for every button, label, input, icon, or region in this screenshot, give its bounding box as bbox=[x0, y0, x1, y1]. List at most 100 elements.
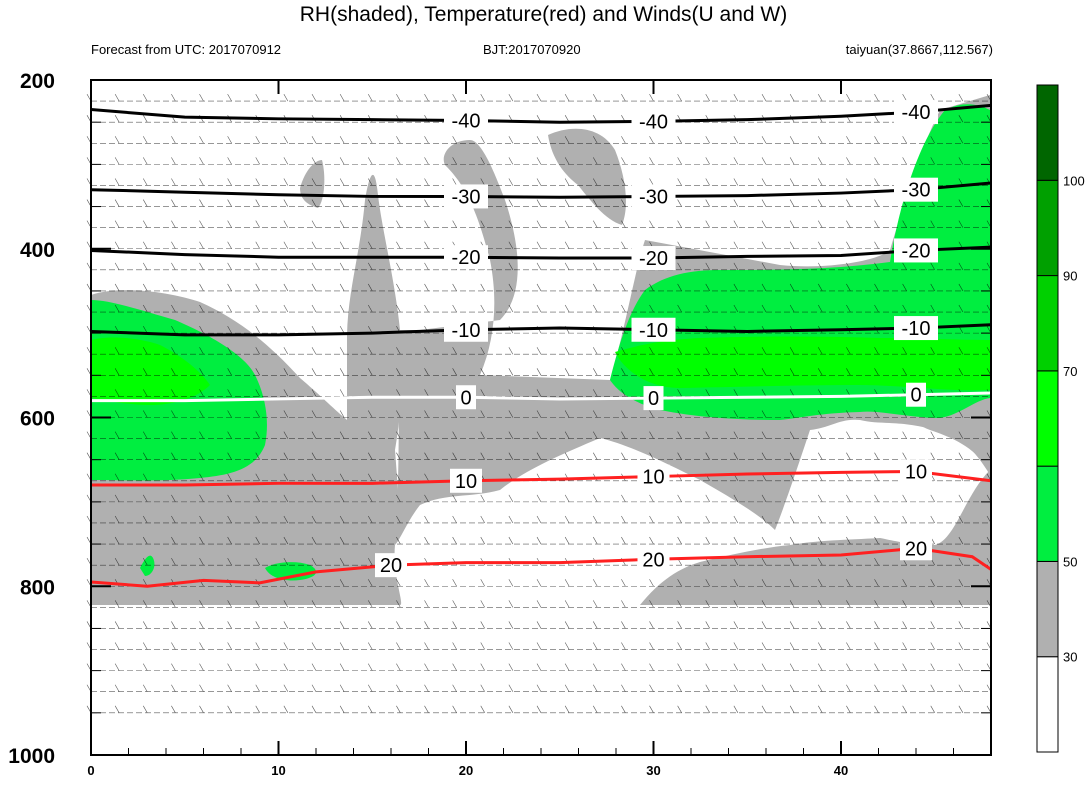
wind-barb bbox=[930, 494, 936, 503]
wind-barb bbox=[199, 452, 204, 460]
contour-label-background bbox=[894, 238, 938, 263]
colorbar-label: 70 bbox=[1063, 364, 1077, 379]
wind-barb bbox=[283, 494, 289, 503]
wind-barb bbox=[789, 220, 795, 228]
wind-barb bbox=[424, 621, 429, 629]
wind-barb bbox=[311, 368, 317, 376]
y-tick-label: 200 bbox=[20, 70, 55, 93]
wind-barb bbox=[536, 368, 542, 376]
wind-barb bbox=[367, 684, 373, 692]
wind-barb bbox=[508, 452, 514, 460]
wind-barb bbox=[592, 515, 598, 524]
wind-barb bbox=[171, 199, 176, 207]
wind-barb bbox=[789, 452, 795, 460]
wind-barb bbox=[902, 621, 907, 629]
wind-barb bbox=[227, 389, 232, 397]
wind-barb bbox=[255, 304, 261, 313]
wind-barb bbox=[283, 621, 289, 629]
wind-barb bbox=[171, 178, 176, 186]
wind-barb bbox=[874, 283, 879, 292]
wind-barb bbox=[789, 642, 795, 650]
wind-barb bbox=[311, 410, 317, 418]
wind-barb bbox=[705, 199, 711, 207]
wind-barb bbox=[396, 347, 401, 355]
wind-barb bbox=[311, 283, 317, 292]
wind-barb bbox=[367, 663, 373, 671]
wind-barb bbox=[874, 536, 879, 545]
wind-barb bbox=[930, 347, 936, 355]
wind-barb bbox=[677, 621, 682, 629]
wind-barb bbox=[171, 136, 176, 144]
wind-barb bbox=[424, 663, 429, 671]
wind-barb bbox=[255, 283, 261, 292]
wind-barb bbox=[902, 705, 907, 713]
wind-barb bbox=[339, 431, 345, 439]
wind-barb bbox=[396, 368, 401, 376]
wind-barb bbox=[142, 283, 148, 292]
wind-barb bbox=[621, 241, 626, 249]
wind-barb bbox=[621, 93, 626, 102]
wind-barb bbox=[564, 178, 570, 186]
wind-barb bbox=[592, 368, 598, 376]
wind-barb bbox=[142, 115, 148, 123]
wind-barb bbox=[142, 600, 148, 608]
wind-barb bbox=[649, 705, 654, 713]
wind-barb bbox=[114, 115, 120, 123]
wind-barb bbox=[592, 600, 598, 608]
wind-barb bbox=[311, 136, 317, 144]
wind-barb bbox=[199, 621, 204, 629]
wind-barb bbox=[789, 262, 795, 270]
wind-barb bbox=[311, 262, 317, 270]
wind-barb bbox=[339, 178, 345, 186]
wind-barb bbox=[874, 663, 879, 671]
wind-barb bbox=[199, 642, 204, 650]
wind-barb bbox=[255, 410, 261, 418]
wind-barb bbox=[311, 684, 317, 692]
wind-barb bbox=[846, 410, 851, 418]
colorbar-label: 100 bbox=[1063, 173, 1085, 188]
wind-barb bbox=[958, 558, 964, 566]
wind-barb bbox=[171, 515, 176, 524]
wind-barb bbox=[508, 536, 514, 545]
wind-barb bbox=[902, 347, 907, 355]
wind-barb bbox=[902, 494, 907, 503]
wind-barb bbox=[114, 389, 120, 397]
wind-barb bbox=[846, 283, 851, 292]
wind-barb bbox=[114, 93, 120, 102]
temperature-contour-labels: -40 -40 -40 -30 -30 -30 -20 -20 -20 -10 -10 -10 0 0 0 1… bbox=[375, 100, 938, 578]
wind-barb bbox=[508, 389, 514, 397]
wind-barb bbox=[761, 157, 767, 165]
wind-barb bbox=[705, 347, 711, 355]
wind-barb bbox=[424, 600, 429, 608]
wind-barb bbox=[846, 199, 851, 207]
wind-barb bbox=[536, 178, 542, 186]
wind-barb bbox=[705, 452, 711, 460]
wind-barb bbox=[227, 558, 232, 566]
wind-barb bbox=[817, 347, 823, 355]
wind-barb bbox=[649, 452, 654, 460]
wind-barb bbox=[677, 642, 682, 650]
wind-barb bbox=[424, 262, 429, 270]
wind-barb bbox=[733, 515, 739, 524]
contour-label: 20 bbox=[380, 555, 402, 577]
wind-barb bbox=[733, 684, 739, 692]
wind-barb bbox=[255, 199, 261, 207]
wind-barb bbox=[255, 93, 261, 102]
wind-barb bbox=[621, 262, 626, 270]
wind-barb bbox=[171, 368, 176, 376]
wind-barb bbox=[761, 283, 767, 292]
wind-barb bbox=[508, 347, 514, 355]
contour-label: -30 bbox=[452, 186, 481, 208]
wind-barb bbox=[227, 241, 232, 249]
wind-barb bbox=[677, 684, 682, 692]
contour-label-background bbox=[444, 245, 488, 270]
contour-label-background bbox=[894, 177, 938, 202]
wind-barb bbox=[817, 241, 823, 249]
wind-barb bbox=[592, 199, 598, 207]
wind-barb bbox=[592, 136, 598, 144]
wind-barb bbox=[199, 241, 204, 249]
wind-barb bbox=[114, 558, 120, 566]
wind-barb bbox=[339, 220, 345, 228]
wind-barb bbox=[255, 389, 261, 397]
wind-barb bbox=[480, 431, 486, 439]
